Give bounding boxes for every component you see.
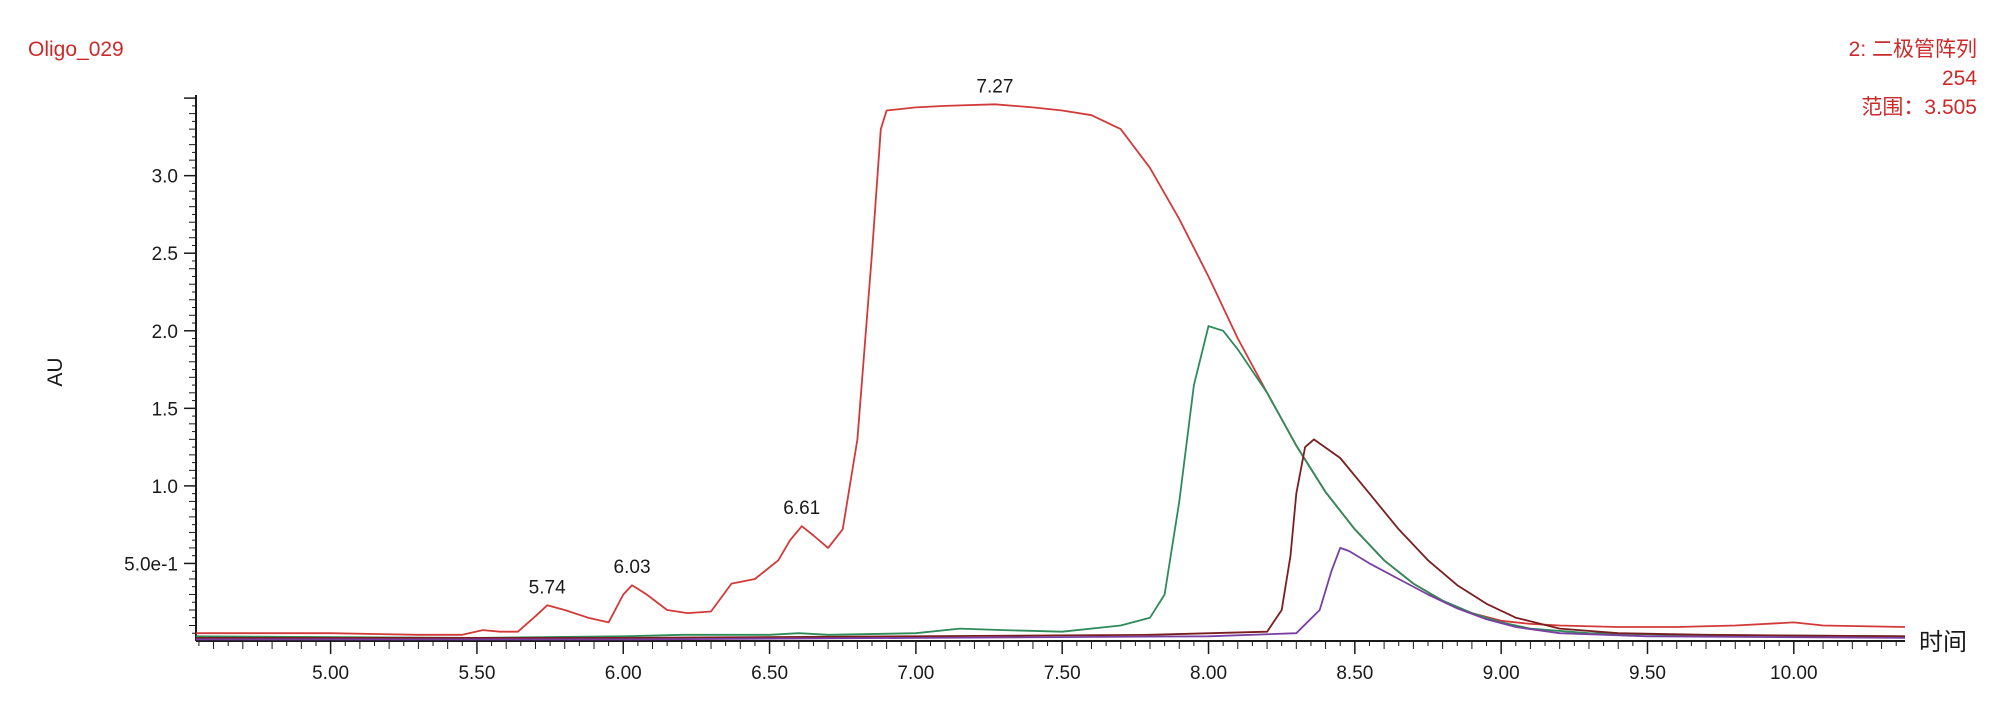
x-tick-label: 7.00 — [897, 663, 934, 684]
detector-range: 范围：3.505 — [1861, 96, 1977, 119]
y-tick-label: 1.5 — [152, 399, 178, 420]
peak-label: 6.61 — [783, 498, 820, 519]
x-tick-label: 7.50 — [1044, 663, 1081, 684]
axes: 5.00 5.50 6.00 6.50 7.00 7.50 8.00 8.50 9.00 9.50… — [124, 95, 1905, 684]
x-tick-label: 8.00 — [1190, 663, 1227, 684]
peak-label: 5.74 — [529, 577, 566, 598]
y-tick-label: 2.0 — [152, 322, 178, 343]
x-tick-label: 9.00 — [1483, 663, 1520, 684]
y-tick-label: 5.0e-1 — [124, 554, 178, 575]
x-tick-label: 6.50 — [751, 663, 788, 684]
series-line-2 — [195, 325, 1906, 639]
series-line-3 — [196, 438, 1906, 639]
detector-channel: 2: 二极管阵列 — [1849, 38, 1977, 61]
x-tick-label: 6.00 — [605, 663, 642, 684]
x-tick-label: 9.50 — [1629, 663, 1666, 684]
x-tick-label: 10.00 — [1770, 663, 1818, 684]
y-axis-label: AU — [44, 357, 67, 386]
peak-labels: 5.74 6.03 6.61 7.27 — [529, 76, 1014, 598]
y-tick-label: 1.0 — [152, 477, 178, 498]
peak-label: 6.03 — [614, 557, 651, 578]
x-tick-label: 5.00 — [312, 663, 349, 684]
x-tick-label: 5.50 — [458, 663, 495, 684]
x-axis-label: 时间 — [1919, 629, 1967, 656]
peak-label: 7.27 — [976, 76, 1013, 97]
sample-name: Oligo_029 — [28, 38, 124, 61]
series-line-4 — [196, 547, 1906, 641]
y-tick-label: 2.5 — [152, 244, 178, 265]
series-group — [195, 103, 1906, 641]
x-tick-label: 8.50 — [1336, 663, 1373, 684]
y-tick-label: 3.0 — [152, 167, 178, 188]
series-line-1 — [196, 103, 1906, 636]
detector-wavelength: 254 — [1942, 67, 1977, 90]
